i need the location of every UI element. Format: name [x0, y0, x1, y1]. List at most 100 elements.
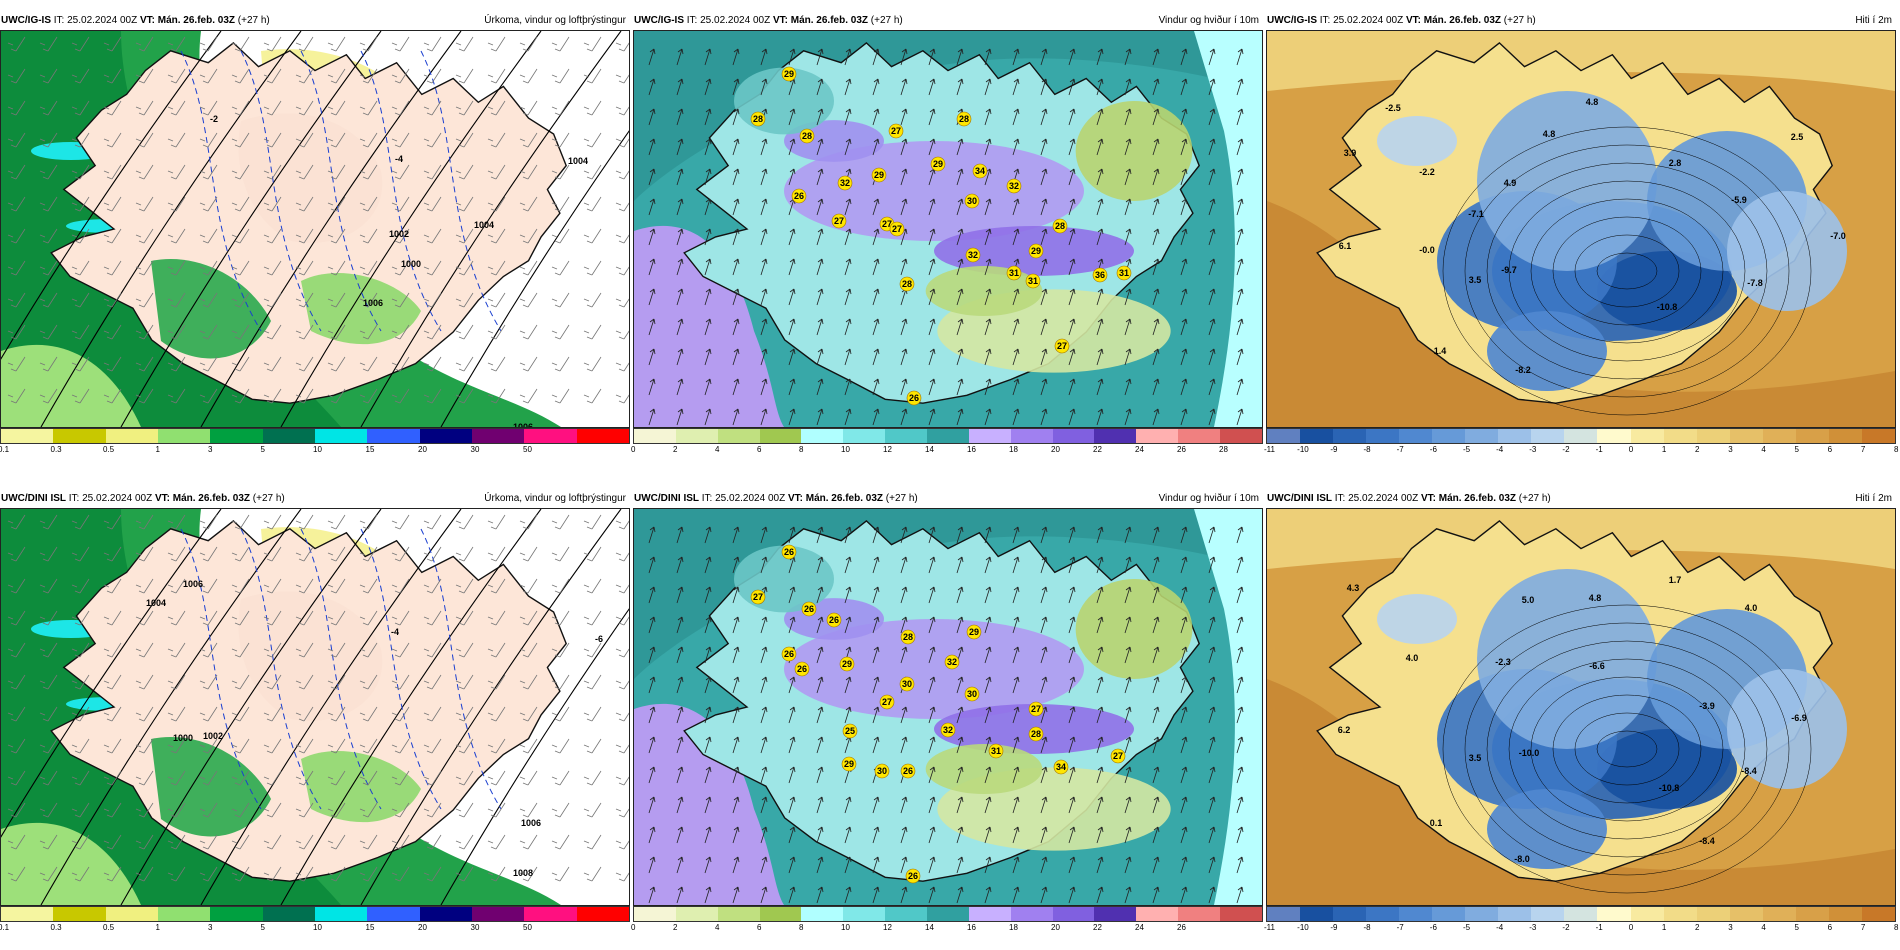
legend-tick-label: 28 — [1219, 445, 1228, 454]
wind-barb — [583, 132, 602, 148]
wind-arrow — [900, 348, 908, 366]
wind-barb — [487, 164, 506, 180]
wind-arrow — [704, 48, 712, 66]
wind-arrow — [844, 586, 852, 604]
wind-barb — [295, 36, 314, 52]
wind-arrow — [1040, 526, 1048, 544]
wind-arrow — [1236, 586, 1244, 604]
wind-barb — [167, 324, 186, 340]
wind-arrow — [872, 108, 880, 126]
gust-label: 32 — [965, 247, 981, 263]
wind-barb — [103, 546, 122, 562]
wind-arrow — [648, 616, 656, 634]
precip-area — [1, 344, 141, 427]
wind-arrow — [1012, 48, 1020, 66]
wind-barb — [455, 802, 474, 818]
wind-area — [634, 703, 784, 905]
wind-barb — [71, 642, 90, 658]
wind-arrow — [816, 646, 824, 664]
wind-barb — [423, 802, 442, 818]
legend-swatch — [675, 429, 718, 443]
valid-time: Mán. 26.feb. 03Z — [1423, 15, 1501, 26]
wind-arrow — [704, 886, 712, 904]
wind-barb — [167, 546, 186, 562]
wind-barb — [455, 642, 474, 658]
wind-arrow — [1152, 228, 1160, 246]
panel-header: UWC/IG-IS IT: 25.02.2024 00Z VT: Mán. 26… — [633, 12, 1263, 30]
wind-barb — [455, 68, 474, 84]
legend-tick-label: -7 — [1396, 445, 1404, 454]
wind-arrow — [704, 586, 712, 604]
wind-barb — [39, 196, 58, 212]
wind-barb — [295, 834, 314, 850]
wind-barb — [295, 164, 314, 180]
wind-barb — [583, 834, 602, 850]
wind-barb — [199, 514, 218, 530]
wind-arrow — [1040, 258, 1048, 276]
wind-barb — [359, 738, 378, 754]
wind-barb — [391, 356, 410, 372]
wind-arrow — [1152, 348, 1160, 366]
wind-arrow — [928, 108, 936, 126]
wind-barb — [7, 132, 26, 148]
wind-arrow — [1236, 288, 1244, 306]
model-name: UWC/IG-IS — [1267, 15, 1317, 26]
wind-barb — [199, 866, 218, 882]
legend-tick-label: -5 — [1462, 445, 1471, 454]
isobar — [440, 608, 629, 905]
wind-arrow — [1152, 706, 1160, 724]
wind-arrow — [928, 198, 936, 216]
temp-area — [1477, 91, 1657, 271]
wind-arrow — [1068, 616, 1076, 634]
wind-arrow — [816, 228, 824, 246]
wind-barb — [135, 356, 154, 372]
temperature-label: -8.0 — [1514, 854, 1530, 864]
wind-arrow — [1124, 796, 1132, 814]
wind-arrow — [732, 526, 740, 544]
gust-label: 27 — [1110, 748, 1126, 764]
legend-tick-label: 30 — [470, 923, 480, 932]
wind-arrow — [788, 526, 796, 544]
wind-barb — [487, 802, 506, 818]
wind-barb — [103, 770, 122, 786]
legend-swatch — [419, 907, 472, 921]
wind-arrow — [1180, 168, 1188, 186]
wind-arrow — [844, 796, 852, 814]
wind-barb — [231, 706, 250, 722]
wind-barb — [295, 546, 314, 562]
wind-barb — [583, 610, 602, 626]
wind-barb — [39, 514, 58, 530]
wind-arrow — [1040, 826, 1048, 844]
contour-label: 1006 — [363, 298, 383, 308]
wind-barb — [551, 100, 570, 116]
wind-arrow — [984, 616, 992, 634]
legend-swatch — [1729, 429, 1763, 443]
wind-barb — [295, 738, 314, 754]
wind-barb — [295, 514, 314, 530]
wind-barb — [71, 578, 90, 594]
legend-bar — [1266, 906, 1896, 922]
gust-value: 26 — [784, 649, 794, 659]
contour-label: 1006 — [521, 818, 541, 828]
legend-swatch — [524, 907, 577, 921]
wind-barb — [7, 164, 26, 180]
wind-barb — [199, 388, 218, 404]
wind-barb — [71, 610, 90, 626]
wind-arrow — [844, 48, 852, 66]
wind-arrow — [1124, 646, 1132, 664]
wind-arrow — [1152, 138, 1160, 156]
wind-barb — [295, 802, 314, 818]
wind-barb — [487, 834, 506, 850]
wind-arrow — [1068, 856, 1076, 874]
gust-label: 26 — [794, 661, 810, 677]
wind-barb — [359, 578, 378, 594]
wind-barb — [359, 546, 378, 562]
wind-barb — [519, 802, 538, 818]
legend-tick-label: 12 — [883, 445, 892, 454]
legend-tick-label: 5 — [260, 923, 265, 932]
wind-arrow — [1040, 646, 1048, 664]
wind-barb — [295, 388, 314, 404]
wind-arrow — [872, 408, 880, 426]
wind-arrow — [1124, 616, 1132, 634]
